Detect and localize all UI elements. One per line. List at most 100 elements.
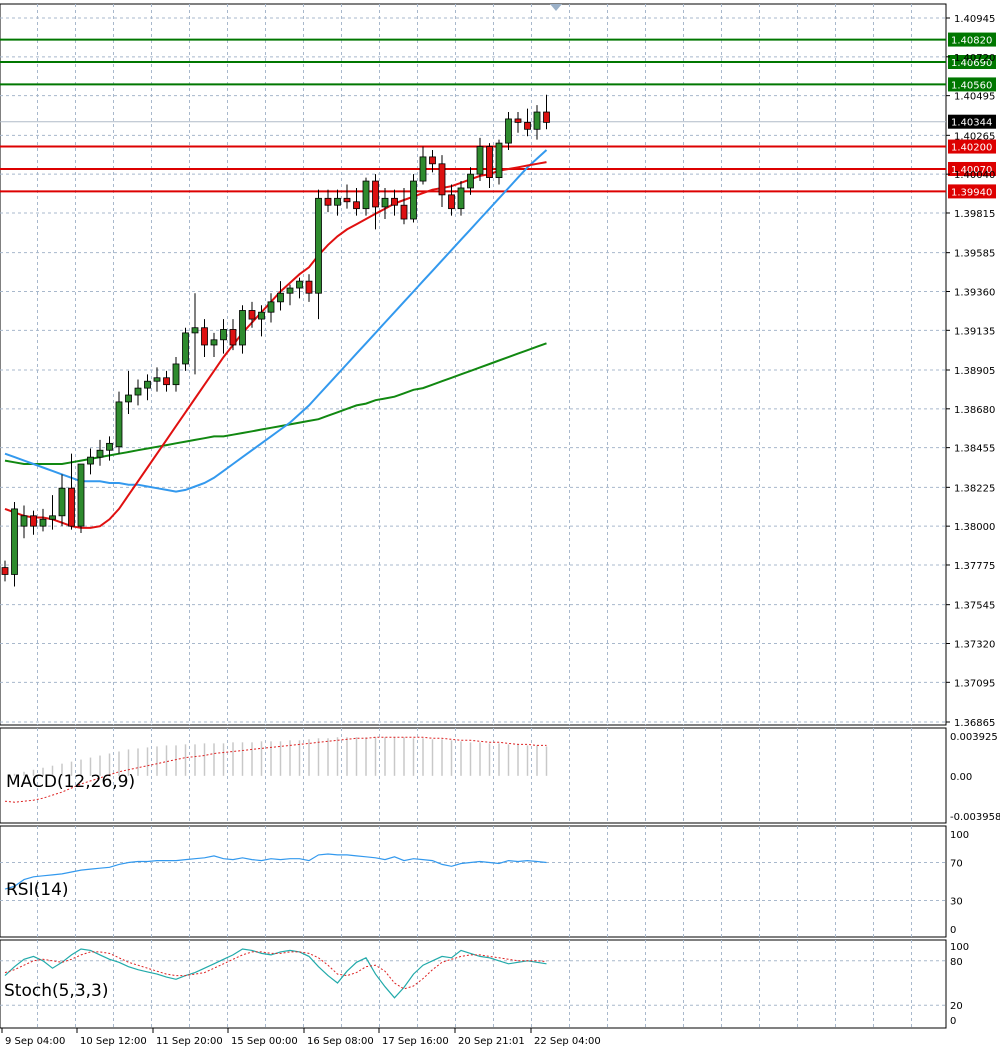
rsi-line [4, 853, 547, 890]
price-tick-label: 1.40495 [954, 92, 995, 103]
candle [49, 515, 56, 520]
price-tick-label: 1.38680 [954, 405, 995, 416]
stoch-pane-frame [0, 939, 947, 1029]
level-tag [948, 32, 996, 47]
candle [419, 156, 427, 182]
stoch-tick-label: 0 [950, 1016, 956, 1027]
price-tick-label: 1.40265 [954, 131, 995, 142]
stoch-tick-label: 100 [950, 942, 969, 953]
candle [495, 142, 503, 179]
candle [134, 387, 142, 396]
time-tick-label: 11 Sep 20:00 [156, 1036, 223, 1047]
candle [476, 146, 484, 175]
candle [391, 197, 398, 206]
price-tick-label: 1.37095 [954, 678, 995, 689]
stoch-label: Stoch(5,3,3) [4, 981, 109, 1001]
price-pane-frame [0, 3, 947, 726]
price-tick-label: 1.39135 [954, 326, 995, 337]
level-tag-text: 1.40560 [951, 80, 992, 91]
candle [172, 363, 180, 386]
macd-tick-label: 0.003925 [950, 732, 998, 743]
price-tick-label: 1.37545 [954, 601, 995, 612]
ma-red-line [4, 161, 547, 529]
candle [315, 197, 322, 294]
rsi-tick-label: 100 [950, 830, 969, 841]
candle [524, 121, 531, 130]
candle [182, 332, 189, 365]
indicator-panes-layer [4, 736, 548, 999]
price-tick-label: 1.39585 [954, 249, 995, 260]
candle [505, 118, 512, 144]
candle [115, 401, 123, 448]
candle [448, 194, 455, 210]
price-tick-label: 1.39360 [954, 287, 995, 298]
candle [153, 377, 161, 382]
level-tag-text: 1.40070 [951, 165, 992, 176]
macd-signal-line [4, 736, 547, 803]
candle [267, 301, 275, 313]
price-tick-label: 1.40040 [954, 170, 995, 181]
candle [543, 111, 550, 123]
candle [457, 187, 465, 210]
macd-tick-label: 0.00 [950, 772, 972, 783]
macd-pane-frame [0, 727, 947, 824]
candle [68, 487, 75, 527]
candles-layer [1, 94, 550, 587]
price-tick-label: 1.39815 [954, 209, 995, 220]
level-tag [948, 77, 996, 92]
price-tick-label: 1.38905 [954, 366, 995, 377]
rsi-pane-frame [0, 825, 947, 938]
level-tag-text: 1.40200 [951, 143, 992, 154]
candle [229, 329, 237, 346]
candle [467, 173, 474, 189]
candle [305, 280, 313, 294]
price-tick-label: 1.40945 [954, 14, 995, 25]
level-tag-text: 1.40690 [951, 58, 992, 69]
candle [11, 508, 18, 575]
stoch-tick-label: 80 [950, 957, 963, 968]
ma-green-line [4, 342, 547, 465]
candle [410, 180, 417, 220]
candle [20, 515, 28, 527]
candle [30, 515, 37, 527]
candle [220, 329, 227, 341]
candle [58, 487, 66, 517]
price-tick-label: 1.40720 [954, 53, 995, 64]
candle [163, 377, 170, 386]
candle [96, 449, 104, 458]
candle [191, 327, 199, 334]
rsi-tick-label: 70 [950, 859, 963, 870]
chart-shift-marker [550, 4, 562, 11]
stoch-d-line [4, 951, 547, 990]
candle [210, 339, 218, 346]
macd-tick-label: -0.003958 [950, 812, 1000, 823]
candle [248, 310, 256, 320]
candle [106, 442, 113, 451]
candle [125, 394, 132, 403]
level-tag [948, 139, 996, 154]
candle [486, 146, 493, 179]
candle [514, 118, 522, 123]
time-tick-label: 17 Sep 16:00 [382, 1036, 449, 1047]
candle [400, 204, 408, 220]
candle [39, 518, 47, 527]
level-tag-text: 1.40820 [951, 36, 992, 47]
candle [286, 287, 294, 294]
price-tick-label: 1.37775 [954, 561, 995, 572]
candle [1, 567, 9, 575]
level-tag-text: 1.39940 [951, 187, 992, 198]
rsi-tick-label: 0 [950, 925, 956, 936]
time-tick-label: 22 Sep 04:00 [534, 1036, 601, 1047]
moving-averages-layer [4, 149, 548, 529]
macd-label: MACD(12,26,9) [6, 772, 135, 792]
price-tick-label: 1.37320 [954, 639, 995, 650]
candle [438, 163, 446, 196]
time-tick-label: 10 Sep 12:00 [80, 1036, 147, 1047]
candle [381, 197, 389, 208]
candle [77, 463, 85, 527]
labels-layer: MACD(12,26,9) RSI(14) Stoch(5,3,3) [4, 772, 135, 1001]
candle [429, 156, 436, 165]
price-tick-label: 1.38455 [954, 444, 995, 455]
candle [372, 180, 379, 208]
